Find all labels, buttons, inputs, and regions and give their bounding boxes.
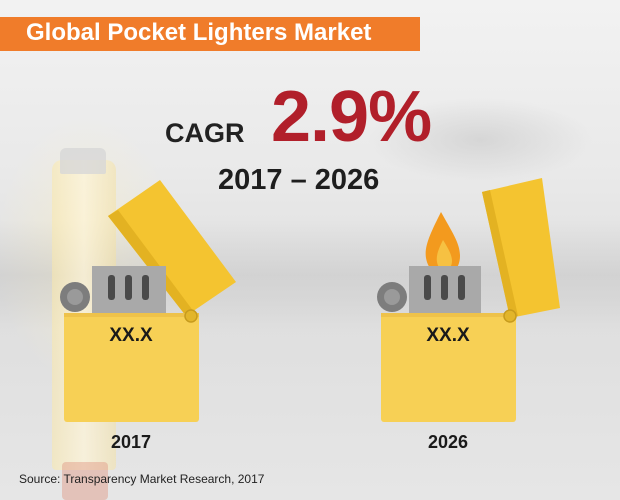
cagr-label: CAGR (165, 118, 245, 148)
lighter-2026-lid (482, 178, 560, 318)
lighter-2026-body-edge (381, 313, 516, 317)
lighter-2017-body-edge (64, 313, 199, 317)
lighter-2017-wheel-hub (67, 289, 83, 305)
lighter-2026-hinge (503, 309, 517, 323)
lighter-2017 (60, 180, 236, 422)
lighter-2026-chimney-hole (424, 275, 431, 300)
lighter-2017-hinge (184, 309, 198, 323)
source-note: Source: Transparency Market Research, 20… (19, 472, 265, 486)
lighter-2026-chimney-hole (458, 275, 465, 300)
value-label-2026: XX.X (426, 325, 470, 346)
lighter-2017-chimney-hole (142, 275, 149, 300)
lighter-2026-chimney-hole (441, 275, 448, 300)
lighter-2017-chimney-hole (125, 275, 132, 300)
cagr-period: 2017 – 2026 (218, 164, 380, 196)
lighter-2026 (377, 178, 560, 422)
background-lighter-base (62, 462, 108, 500)
lighter-2026-body (381, 313, 516, 422)
lighter-2017-lid (108, 180, 236, 316)
cagr-value: 2.9% (271, 77, 432, 157)
lighter-2026-wheel-hub (384, 289, 400, 305)
chart-title: Global Pocket Lighters Market (26, 19, 372, 46)
title-banner (0, 17, 420, 51)
value-label-2017: XX.X (109, 325, 153, 346)
year-label-2026: 2026 (427, 432, 469, 452)
year-label-2017: 2017 (110, 432, 152, 452)
lighter-2017-body (64, 313, 199, 422)
lighter-2017-chimney-hole (108, 275, 115, 300)
lighter-2017-lid-shade (108, 210, 194, 316)
lighter-2026-lid-shade (482, 190, 518, 318)
flame-inner-icon (436, 240, 452, 271)
background-lighter-cap (60, 148, 106, 174)
